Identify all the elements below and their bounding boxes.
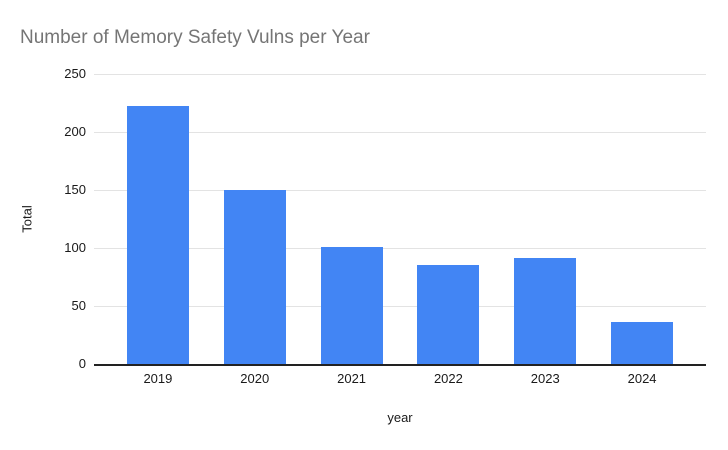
gridline <box>94 248 706 249</box>
x-axis-tick-label: 2022 <box>433 371 463 386</box>
x-axis-tick-label: 2019 <box>143 371 173 386</box>
y-axis-tick-label: 150 <box>64 182 86 197</box>
x-axis-tick-label: 2023 <box>530 371 560 386</box>
y-axis-title: Total <box>19 205 35 233</box>
y-axis-tick-label: 250 <box>64 66 86 81</box>
y-axis-tick-label: 200 <box>64 124 86 139</box>
bar-2020 <box>223 190 286 364</box>
bar-2022 <box>417 265 480 364</box>
x-axis-line <box>94 364 706 366</box>
bar-2024 <box>611 322 674 364</box>
bar-2019 <box>126 106 189 364</box>
gridline <box>94 74 706 75</box>
x-axis-tick-label: 2024 <box>627 371 657 386</box>
y-axis-tick-label: 50 <box>71 298 86 313</box>
gridline <box>94 306 706 307</box>
x-axis-tick-label: 2020 <box>240 371 270 386</box>
gridline <box>94 190 706 191</box>
bar-2023 <box>514 258 577 364</box>
bar-2021 <box>320 246 383 364</box>
y-axis-tick-label: 100 <box>64 240 86 255</box>
y-axis-tick-label: 0 <box>78 356 86 371</box>
gridline <box>94 132 706 133</box>
chart-title: Number of Memory Safety Vulns per Year <box>20 27 370 48</box>
x-axis-tick-label: 2021 <box>337 371 367 386</box>
x-axis-title: year <box>387 410 413 425</box>
